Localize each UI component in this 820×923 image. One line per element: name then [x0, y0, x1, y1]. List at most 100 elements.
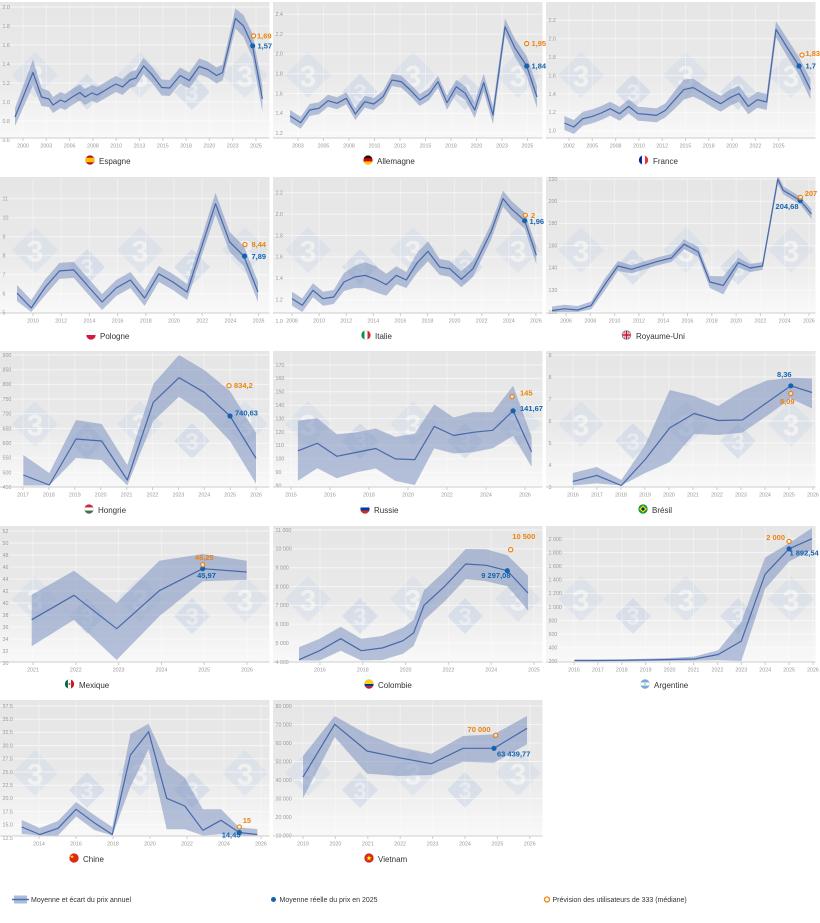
svg-text:0.6: 0.6 [3, 138, 10, 144]
svg-text:2022: 2022 [476, 319, 488, 325]
svg-text:2.0: 2.0 [276, 212, 283, 218]
svg-text:2026: 2026 [241, 668, 253, 674]
svg-text:1.2: 1.2 [276, 131, 283, 137]
svg-text:2024: 2024 [156, 668, 168, 674]
svg-text:1.4: 1.4 [549, 92, 556, 98]
svg-text:3: 3 [549, 485, 552, 491]
svg-text:48: 48 [3, 553, 9, 559]
svg-text:130: 130 [276, 416, 285, 422]
svg-text:10 000: 10 000 [276, 547, 292, 553]
svg-text:6 000: 6 000 [276, 622, 289, 628]
svg-text:2026: 2026 [530, 319, 542, 325]
svg-text:63 439,77: 63 439,77 [497, 749, 530, 758]
svg-text:35.0: 35.0 [3, 717, 13, 723]
svg-text:2018: 2018 [703, 144, 715, 150]
svg-text:8,09: 8,09 [780, 397, 795, 406]
svg-text:Vietnam: Vietnam [378, 855, 408, 864]
svg-text:2025: 2025 [250, 144, 262, 150]
svg-text:36: 36 [3, 625, 9, 631]
svg-text:50 000: 50 000 [276, 759, 292, 765]
svg-text:1.8: 1.8 [276, 233, 283, 239]
svg-text:204,68: 204,68 [776, 202, 799, 211]
svg-text:400: 400 [549, 646, 558, 652]
svg-text:3: 3 [353, 604, 366, 631]
svg-text:2022: 2022 [441, 493, 453, 499]
svg-text:160: 160 [276, 376, 285, 382]
svg-text:2023: 2023 [496, 144, 508, 150]
svg-text:3: 3 [573, 410, 590, 443]
svg-text:Moyenne et écart du prix annue: Moyenne et écart du prix annuel [31, 897, 131, 904]
svg-text:2008: 2008 [343, 144, 355, 150]
svg-text:40: 40 [3, 601, 9, 607]
svg-text:1.0: 1.0 [3, 100, 10, 106]
svg-text:2016: 2016 [70, 842, 82, 848]
svg-text:850: 850 [3, 368, 12, 374]
svg-text:1.6: 1.6 [3, 43, 10, 49]
svg-text:2015: 2015 [680, 144, 692, 150]
svg-text:42: 42 [3, 589, 9, 595]
svg-text:2018: 2018 [615, 493, 627, 499]
svg-text:2010: 2010 [633, 144, 645, 150]
svg-text:2.2: 2.2 [276, 191, 283, 197]
svg-text:2022: 2022 [755, 319, 767, 325]
svg-text:2025: 2025 [528, 668, 540, 674]
svg-text:1 400: 1 400 [549, 578, 562, 584]
svg-text:2018: 2018 [140, 319, 152, 325]
svg-text:1.2: 1.2 [3, 81, 10, 87]
svg-text:2005: 2005 [318, 144, 330, 150]
svg-text:3: 3 [27, 236, 44, 269]
svg-text:2012: 2012 [340, 319, 352, 325]
svg-text:2010: 2010 [369, 144, 381, 150]
svg-text:1.6: 1.6 [276, 255, 283, 261]
svg-text:2016: 2016 [567, 493, 579, 499]
svg-text:2010: 2010 [27, 319, 39, 325]
svg-text:2021: 2021 [687, 493, 699, 499]
svg-text:200: 200 [549, 199, 558, 205]
svg-text:2020: 2020 [402, 493, 414, 499]
svg-text:8: 8 [549, 375, 552, 381]
svg-text:740,63: 740,63 [235, 409, 258, 418]
svg-text:Allemagne: Allemagne [377, 157, 415, 166]
svg-text:2003: 2003 [292, 144, 304, 150]
svg-text:1.2: 1.2 [276, 298, 283, 304]
svg-text:2022: 2022 [196, 319, 208, 325]
svg-text:2015: 2015 [285, 493, 297, 499]
svg-text:Brésil: Brésil [652, 506, 672, 515]
svg-text:2008: 2008 [87, 144, 99, 150]
svg-text:2024: 2024 [480, 493, 492, 499]
svg-text:2014: 2014 [657, 319, 669, 325]
svg-text:90: 90 [276, 470, 282, 476]
svg-text:800: 800 [3, 382, 12, 388]
svg-text:2010: 2010 [609, 319, 621, 325]
svg-text:Chine: Chine [83, 855, 104, 864]
svg-text:20.0: 20.0 [3, 796, 13, 802]
svg-text:2008: 2008 [610, 144, 622, 150]
svg-text:2008: 2008 [286, 319, 298, 325]
svg-text:2008: 2008 [584, 319, 596, 325]
svg-text:32.5: 32.5 [3, 730, 13, 736]
svg-text:2014: 2014 [33, 842, 45, 848]
svg-text:30.0: 30.0 [3, 743, 13, 749]
svg-text:1.8: 1.8 [549, 55, 556, 61]
svg-text:1.4: 1.4 [276, 276, 283, 282]
svg-text:20 000: 20 000 [276, 815, 292, 821]
svg-text:2002: 2002 [563, 144, 575, 150]
svg-text:2017: 2017 [591, 493, 603, 499]
svg-text:2026: 2026 [524, 842, 536, 848]
svg-text:3: 3 [300, 585, 317, 618]
svg-text:60 000: 60 000 [276, 741, 292, 747]
svg-text:17.5: 17.5 [3, 809, 13, 815]
svg-text:1 600: 1 600 [549, 564, 562, 570]
svg-text:2020: 2020 [95, 493, 107, 499]
svg-text:1,7: 1,7 [806, 62, 816, 71]
svg-text:2024: 2024 [225, 319, 237, 325]
svg-text:2022: 2022 [443, 668, 455, 674]
svg-text:2010: 2010 [313, 319, 325, 325]
svg-text:750: 750 [3, 397, 12, 403]
svg-text:Hongrie: Hongrie [98, 506, 127, 515]
svg-text:22.5: 22.5 [3, 783, 13, 789]
svg-text:2018: 2018 [107, 842, 119, 848]
svg-text:1.0: 1.0 [549, 129, 556, 135]
svg-text:900: 900 [3, 353, 12, 359]
svg-text:7,89: 7,89 [252, 252, 267, 261]
